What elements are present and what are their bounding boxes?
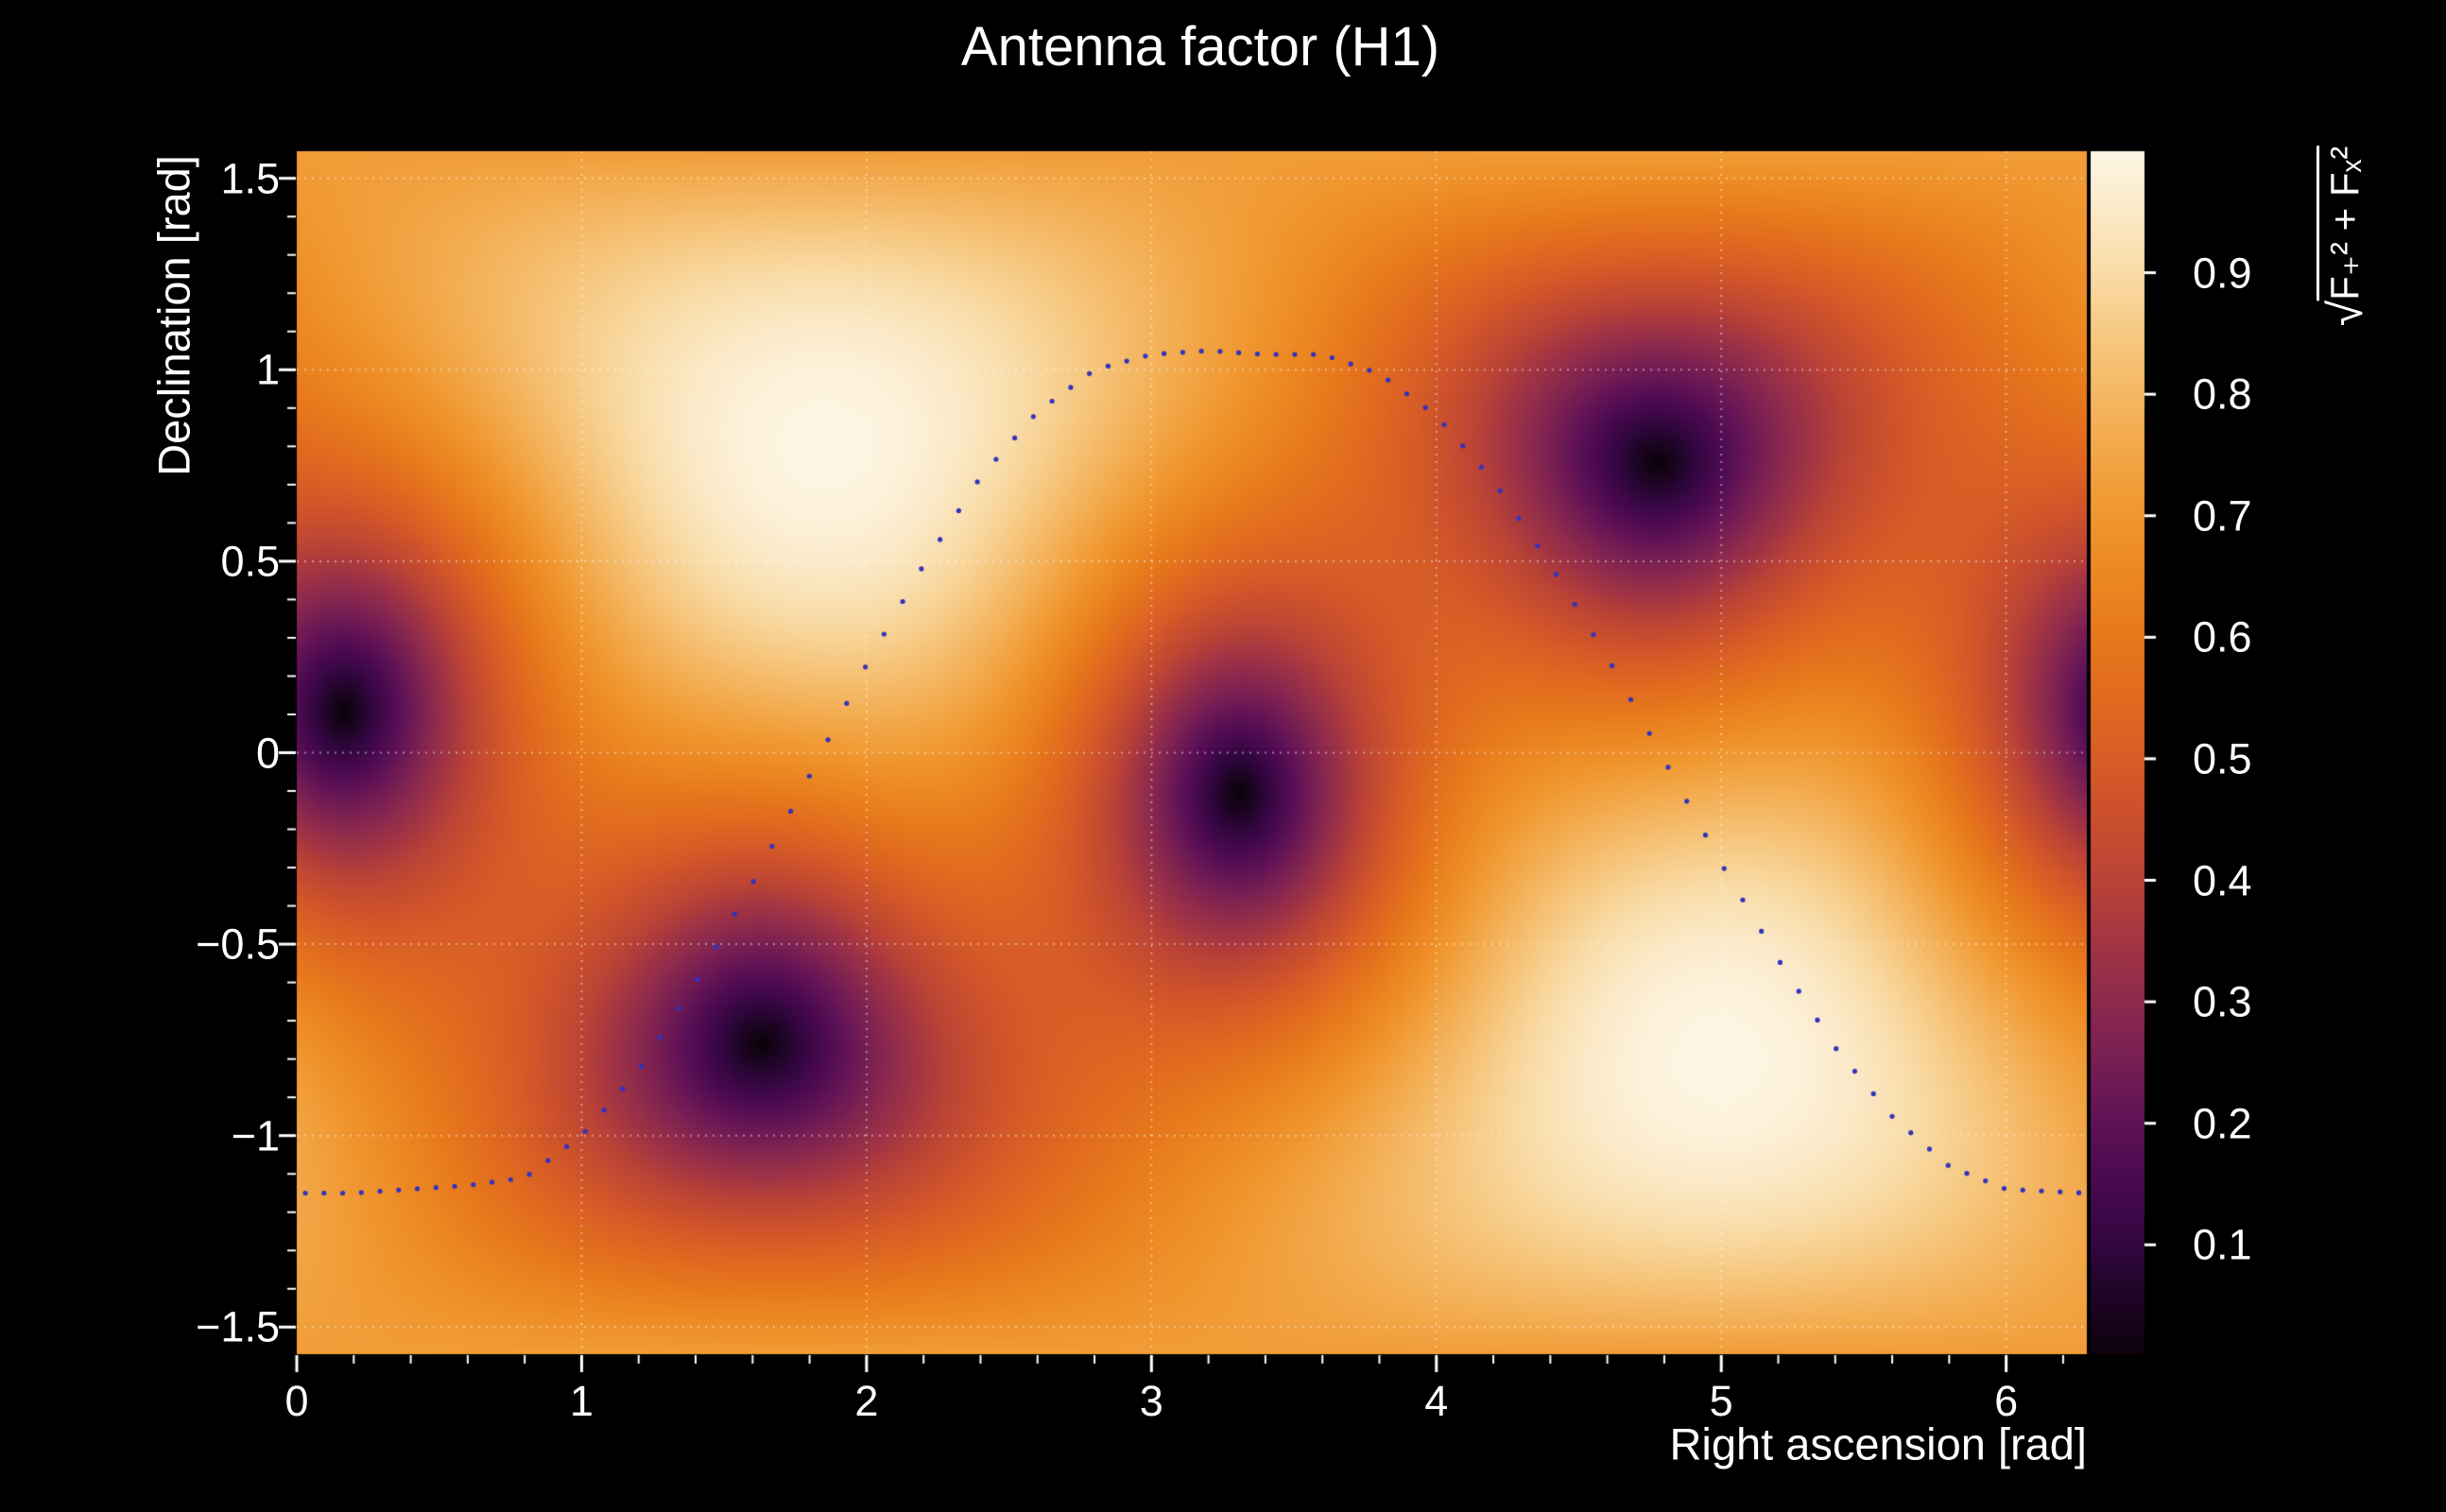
- y-tick-label: −1: [231, 1111, 280, 1160]
- z-tick-label: 0.1: [2193, 1220, 2252, 1269]
- y-tick-label: 0.5: [220, 537, 280, 586]
- z-tick-label: 0.9: [2193, 249, 2252, 298]
- x-tick-label: 3: [1139, 1377, 1163, 1425]
- z-tick-label: 0.6: [2193, 612, 2252, 662]
- x-tick-label: 5: [1709, 1377, 1733, 1425]
- x-tick-label: 4: [1424, 1377, 1449, 1425]
- z-tick-label: 0.8: [2193, 369, 2252, 419]
- x-tick-label: 2: [854, 1377, 879, 1425]
- chart-title: Antenna factor (H1): [960, 16, 1440, 77]
- z-tick-label: 0.3: [2193, 977, 2252, 1026]
- y-axis-title: Declination [rad]: [148, 155, 199, 476]
- colorbar-title: √F₊² + Fₓ²: [2317, 146, 2373, 327]
- z-tick-label: 0.7: [2193, 491, 2252, 541]
- y-tick-label: 0: [255, 729, 280, 777]
- x-axis-title: Right ascension [rad]: [1669, 1418, 2087, 1469]
- x-tick-label: 6: [1994, 1377, 2019, 1425]
- z-tick-label: 0.2: [2193, 1099, 2252, 1148]
- y-tick-label: −1.5: [196, 1302, 280, 1351]
- z-tick-label: 0.5: [2193, 734, 2252, 783]
- y-tick-label: 1: [255, 345, 280, 394]
- x-tick-label: 1: [569, 1377, 594, 1425]
- colorbar-expression: F₊² + Fₓ²: [2317, 146, 2367, 301]
- z-tick-label: 0.4: [2193, 856, 2252, 904]
- y-tick-label: 1.5: [220, 154, 280, 203]
- x-tick-label: 0: [284, 1377, 309, 1425]
- sqrt-radical-sign: √: [2319, 300, 2372, 327]
- y-tick-label: −0.5: [196, 919, 280, 969]
